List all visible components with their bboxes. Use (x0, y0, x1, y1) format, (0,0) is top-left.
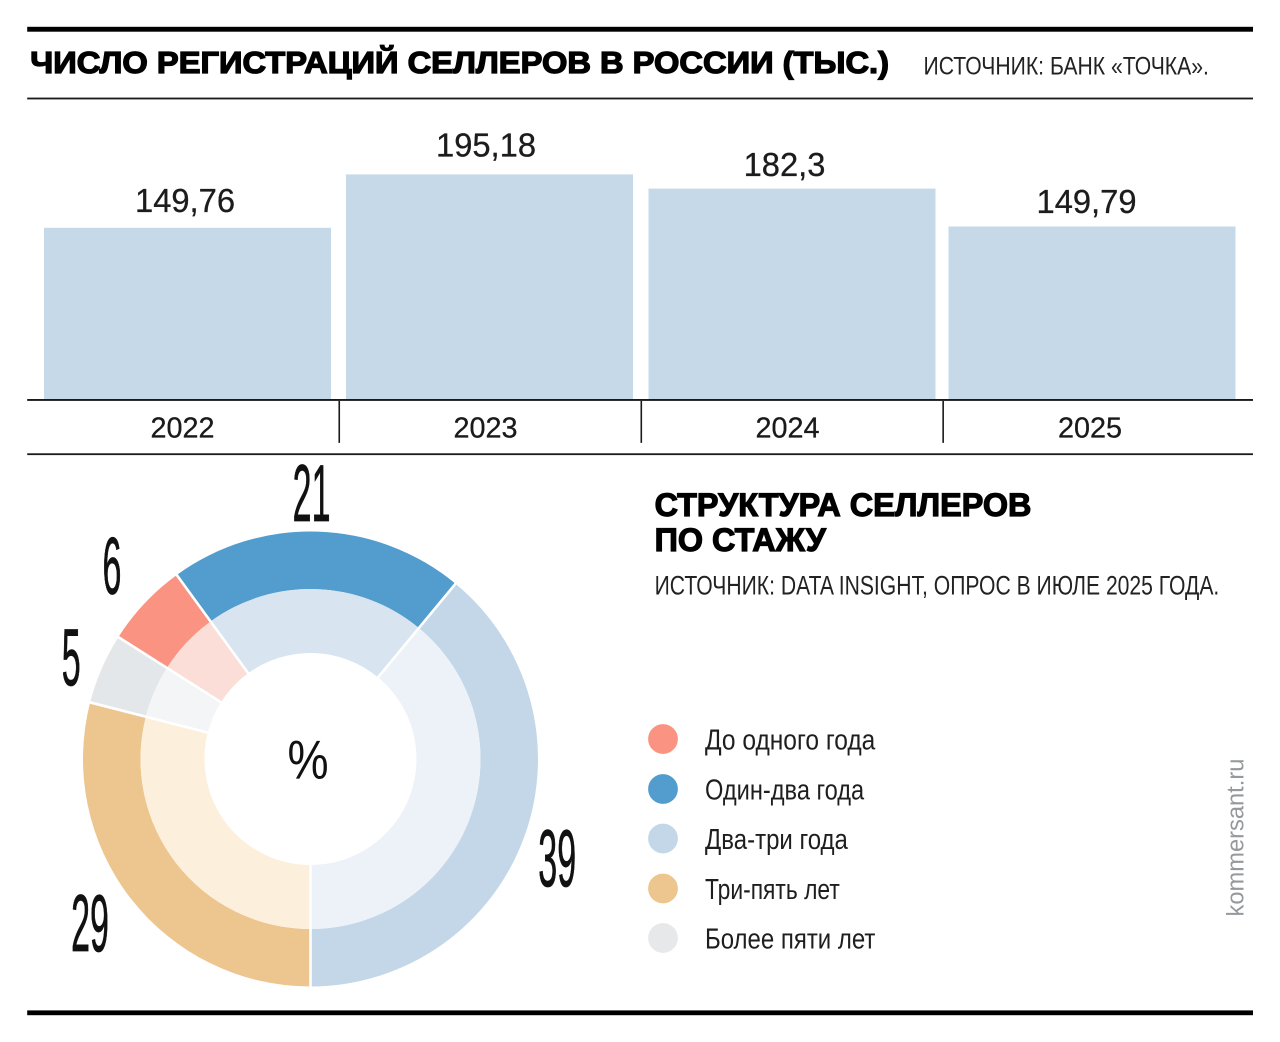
svg-text:kommersant.ru: kommersant.ru (1222, 759, 1249, 917)
svg-text:ИСТОЧНИК: БАНК «ТОЧКА».: ИСТОЧНИК: БАНК «ТОЧКА». (924, 52, 1209, 80)
svg-text:149,79: 149,79 (1036, 184, 1136, 221)
svg-text:2025: 2025 (1058, 412, 1122, 444)
svg-text:Более пяти лет: Более пяти лет (705, 923, 875, 955)
svg-text:6: 6 (103, 522, 122, 612)
svg-text:ИСТОЧНИК: DATA INSIGHT, ОПРОС: ИСТОЧНИК: DATA INSIGHT, ОПРОС В ИЮЛЕ 202… (655, 571, 1220, 601)
svg-text:182,3: 182,3 (744, 147, 826, 184)
svg-text:Три-пять лет: Три-пять лет (705, 875, 840, 906)
svg-text:До одного года: До одного года (705, 724, 875, 756)
svg-text:ЧИСЛО РЕГИСТРАЦИЙ СЕЛЛЕРОВ В Р: ЧИСЛО РЕГИСТРАЦИЙ СЕЛЛЕРОВ В РОССИИ (ТЫС… (30, 45, 889, 80)
svg-text:21: 21 (293, 449, 331, 539)
svg-text:195,18: 195,18 (436, 127, 536, 164)
svg-text:149,76: 149,76 (135, 183, 235, 220)
svg-text:5: 5 (62, 613, 81, 703)
svg-text:39: 39 (538, 814, 576, 904)
svg-text:2023: 2023 (454, 412, 518, 444)
svg-text:Два-три года: Два-три года (705, 823, 848, 855)
svg-text:2022: 2022 (151, 412, 215, 444)
svg-text:2024: 2024 (756, 412, 820, 444)
svg-text:Один-два года: Один-два года (705, 773, 865, 806)
svg-text:29: 29 (71, 879, 109, 969)
svg-text:СТРУКТУРА СЕЛЛЕРОВ: СТРУКТУРА СЕЛЛЕРОВ (655, 487, 1032, 523)
svg-text:%: % (287, 728, 328, 790)
svg-text:ПО СТАЖУ: ПО СТАЖУ (655, 522, 827, 558)
